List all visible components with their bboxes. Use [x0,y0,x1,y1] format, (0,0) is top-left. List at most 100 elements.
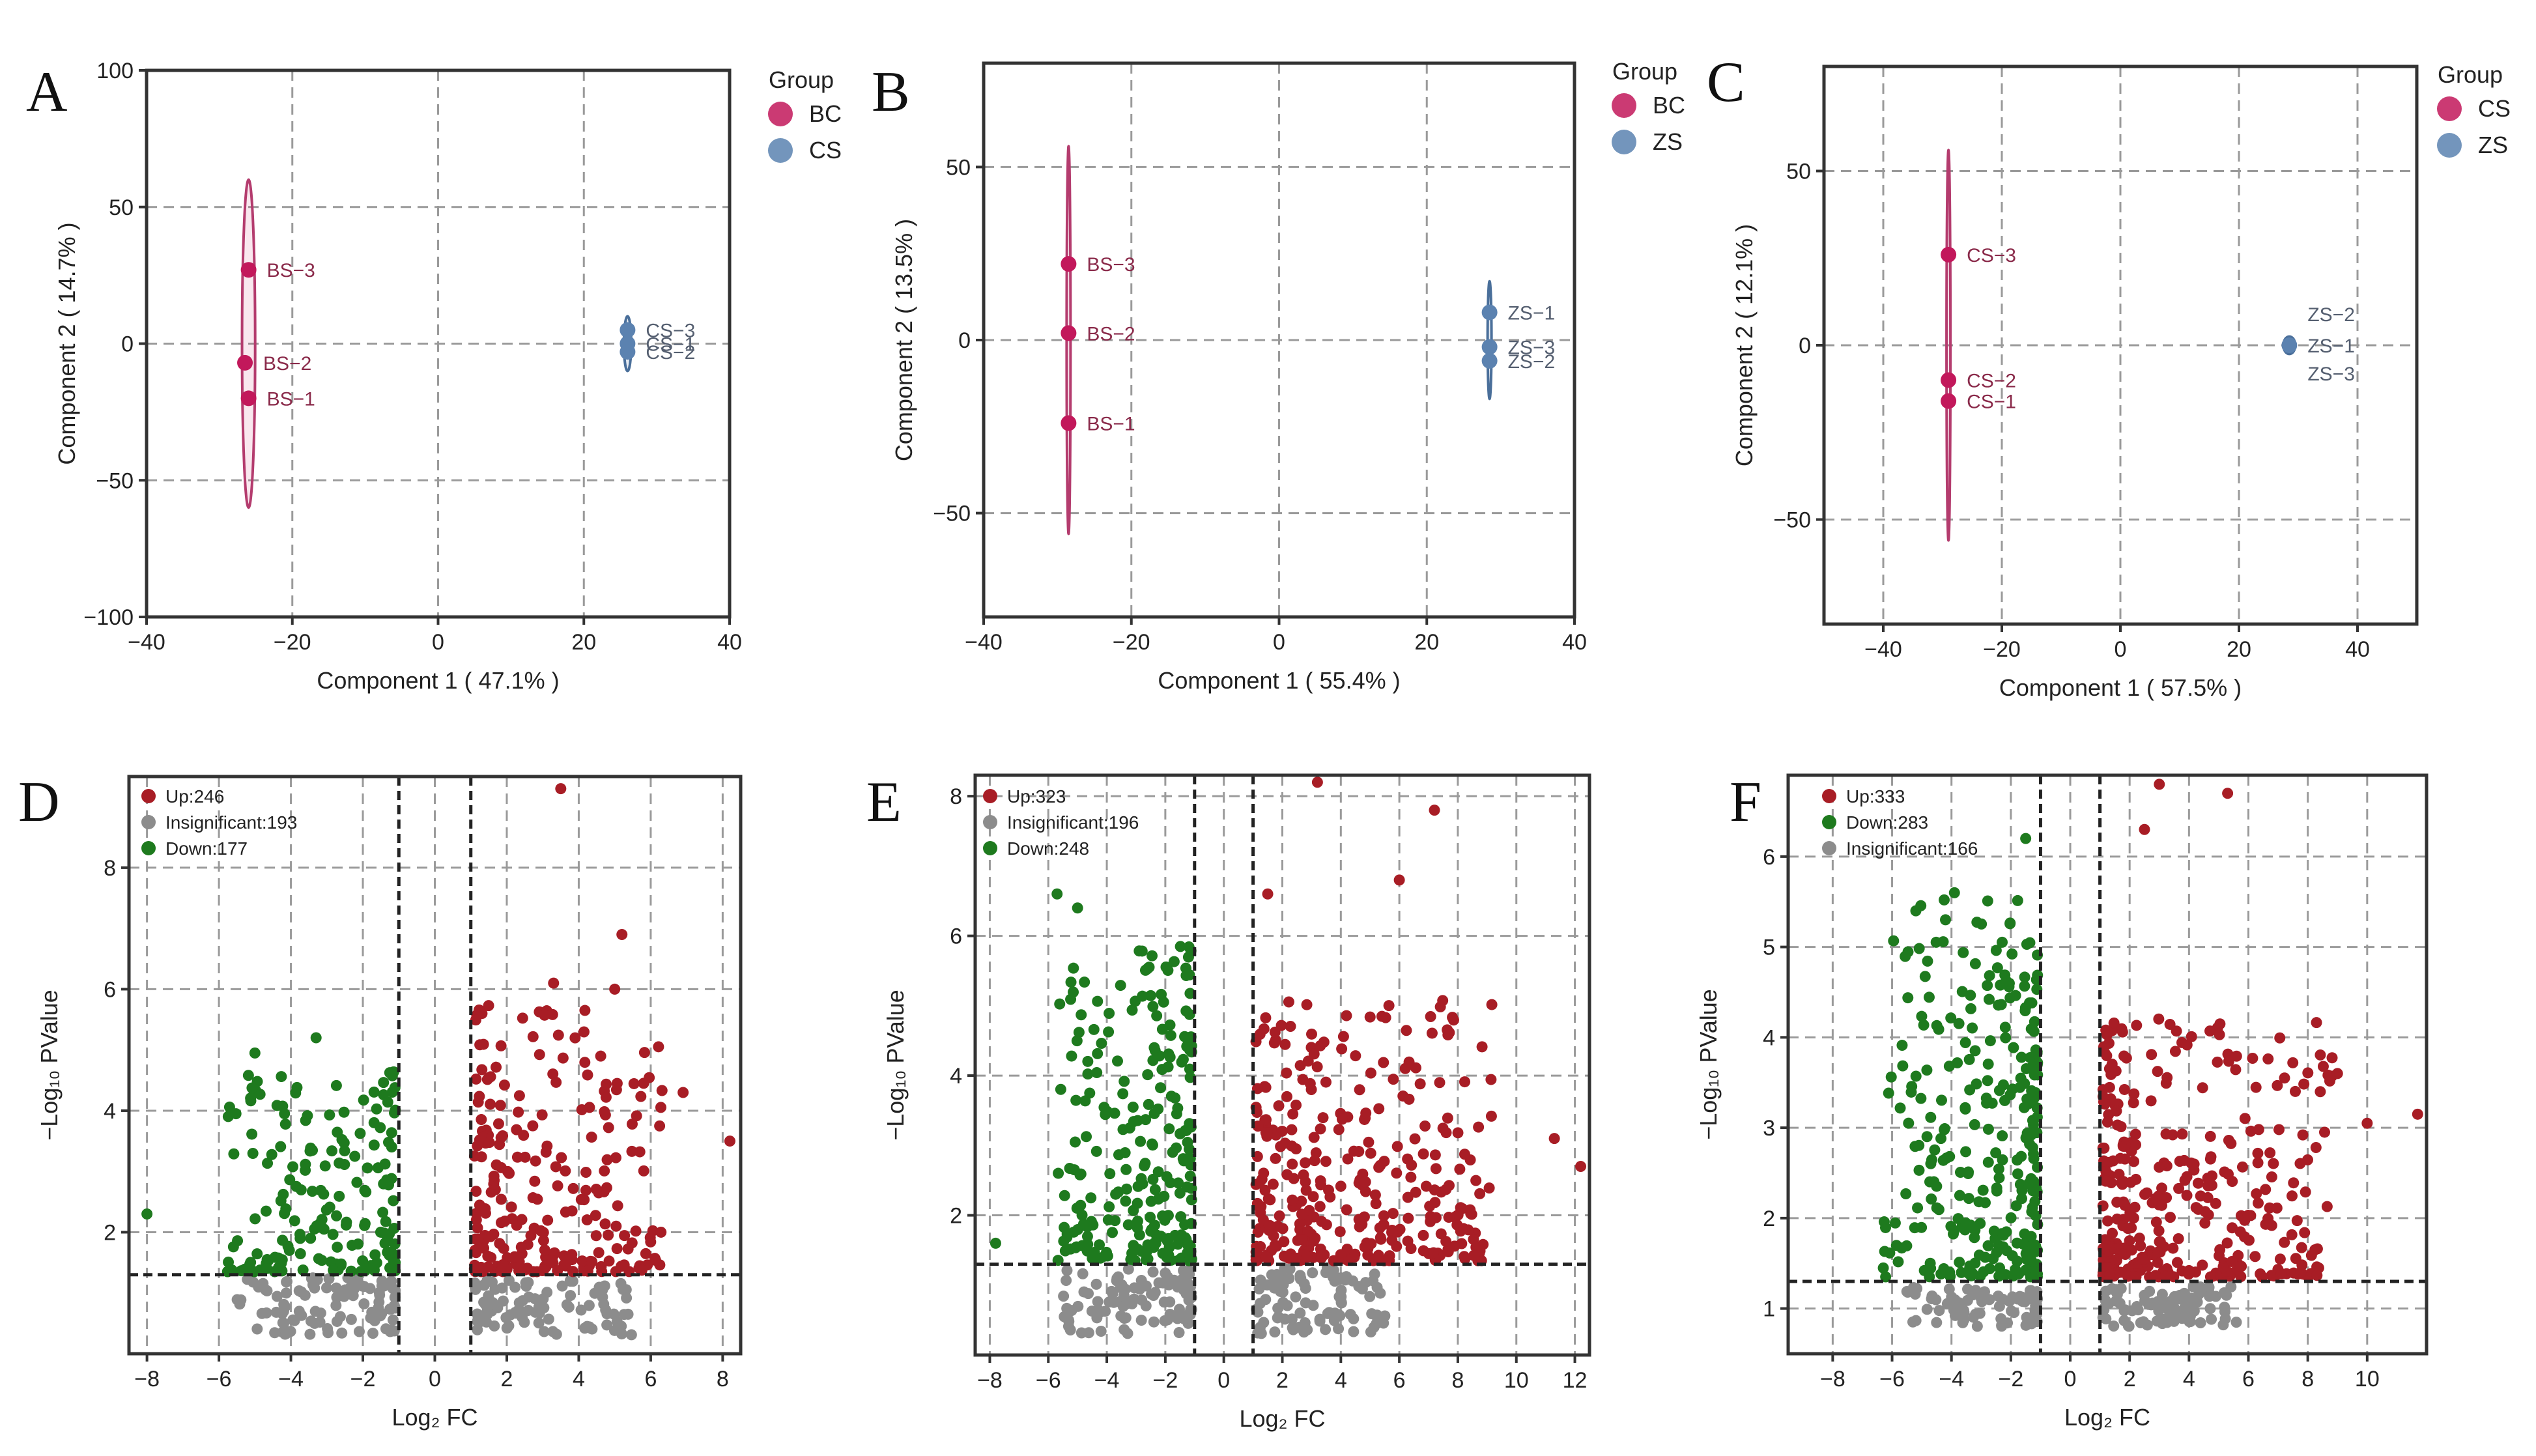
gene-point [503,1167,515,1179]
gene-point [1128,1240,1139,1251]
sample-label: BS−1 [1087,414,1135,435]
panel-a: A −40 −20 0 20 40 −100 −50 0 50 100 Component 1 ( 4… [26,59,842,694]
legend-label: Insignificant:166 [1846,838,1978,859]
gene-point [1054,998,1066,1010]
gene-point [1356,1283,1368,1295]
gene-point [525,1230,537,1242]
gene-point [1165,1091,1177,1102]
gene-point [1151,1010,1163,1021]
gene-point [1485,1110,1497,1122]
gene-point [2100,1175,2111,1187]
gene-point [1987,1253,1999,1264]
gene-point [1983,993,1995,1005]
gene-point [382,1234,393,1246]
gene-point [290,1087,302,1099]
gene-point [1476,1041,1488,1053]
x-tick-label: −2 [1152,1368,1178,1393]
legend-title: Group [769,66,834,93]
legend-label: Down:283 [1846,812,1928,833]
gene-point [2315,1049,2326,1061]
gene-point [295,1184,307,1196]
gene-point [1888,935,1900,947]
x-tick-label: −20 [1113,630,1150,655]
gene-point [1378,1057,1389,1068]
gene-point [1302,1225,1314,1237]
gene-point [1053,1167,1064,1179]
gene-point [1982,1058,1994,1070]
gene-point [1944,1150,1956,1162]
gene-point [1879,1221,1891,1233]
sample-label: BS−3 [1087,254,1135,276]
y-tick-label: −50 [933,502,971,526]
y-tick-label: −50 [96,468,134,493]
gene-point [2019,980,2030,992]
gene-point [368,1139,380,1151]
gene-point [322,1327,334,1339]
gene-point [2122,1223,2133,1235]
gene-point [1165,1029,1176,1041]
gene-point [2025,1231,2037,1242]
gene-point [1264,1194,1276,1206]
insig-genes [1058,1262,1391,1339]
gene-point [1360,1107,1372,1119]
gene-point [1956,986,1968,997]
gene-point [1437,1122,1449,1134]
gene-point [1993,1172,2005,1184]
gene-point [534,1049,545,1061]
gene-point [318,1188,330,1200]
gene-point [1090,1278,1102,1290]
gene-point [529,1175,541,1187]
gene-point [384,1304,396,1315]
gene-point [1287,1108,1299,1120]
gene-point [2154,778,2165,790]
gene-point [1258,1167,1270,1179]
gene-point [2008,1042,2019,1053]
gene-point [2156,1199,2168,1211]
x-axis-label: Log₂ FC [2064,1404,2150,1431]
x-tick-label: −8 [977,1368,1003,1393]
panel-label: D [18,771,60,834]
gene-point [557,1052,569,1064]
gene-point [2119,1153,2131,1165]
gene-point [1081,1221,1093,1233]
gene-point [550,1161,562,1173]
gene-point [1913,943,1925,954]
gene-point [1946,1291,1958,1303]
gene-point [2128,1088,2140,1100]
gene-point [2262,1053,2274,1064]
gene-point [324,1201,335,1213]
legend-label: Up:323 [1007,786,1066,807]
gene-point [1283,1252,1294,1264]
gene-point [271,1291,283,1302]
gene-point [1082,1238,1094,1250]
gene-point [310,1032,322,1044]
gene-point [1909,1222,1920,1234]
gene-point [2288,1177,2300,1189]
gene-point [2217,1261,2229,1272]
gene-point [483,1072,494,1084]
x-tick-label: 4 [573,1367,585,1392]
gene-point [470,1073,482,1085]
gene-point [1259,1184,1271,1196]
gene-point [1268,1037,1280,1049]
gene-point [294,1248,306,1259]
gene-point [644,1072,655,1083]
plot-frame [1786,773,2429,1356]
gene-point [1258,1023,1270,1035]
gene-point [589,1287,601,1299]
gene-point [1061,1275,1072,1287]
x-tick-label: 10 [2355,1367,2380,1392]
gene-point [2108,1320,2120,1332]
sample-point [1061,415,1077,431]
gene-point [1175,941,1186,952]
gene-point [1122,1219,1134,1231]
gene-point [388,1195,399,1206]
x-tick-label: −4 [1939,1367,1964,1392]
gene-point [494,1100,506,1111]
sample-label: CS−1 [1967,392,2016,413]
gene-point [590,1183,602,1195]
gene-point [1082,1055,1094,1067]
gene-point [1102,1214,1114,1225]
x-tick-label: 40 [717,630,742,655]
gene-point [1254,1203,1266,1215]
